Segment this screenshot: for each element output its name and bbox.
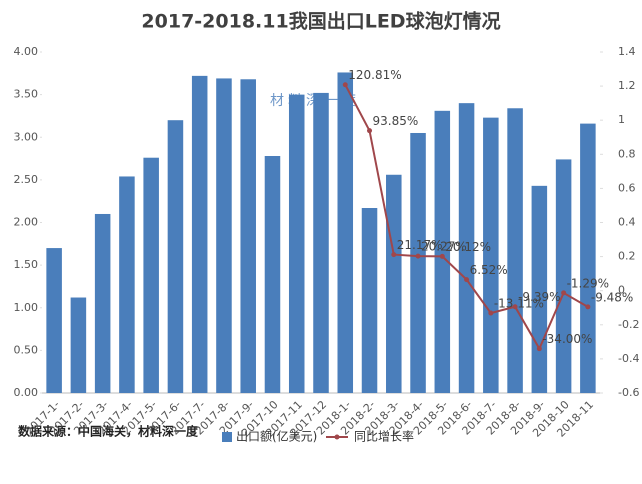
bar	[94, 213, 111, 393]
y2-tick-label: 1.4	[618, 45, 636, 58]
y2-tick-label: 1.2	[618, 79, 636, 92]
line-marker	[488, 310, 494, 316]
y2-tick-label: 0	[618, 284, 625, 297]
data-label: 20.27%	[421, 240, 467, 254]
bar	[70, 297, 87, 393]
bar	[483, 117, 499, 393]
data-label: 120.81%	[348, 68, 401, 82]
bar	[458, 103, 475, 394]
data-label: 20.12%	[445, 240, 491, 254]
bar	[288, 94, 305, 393]
bar	[143, 157, 159, 393]
bar	[216, 78, 232, 394]
y-tick-label: 4.00	[14, 45, 39, 58]
y-tick-label: 0.50	[14, 343, 39, 356]
data-label: -9.39%	[518, 290, 560, 304]
data-label: 93.85%	[373, 114, 419, 128]
y2-tick-label: 0.6	[618, 181, 636, 194]
y2-tick-label: 0.2	[618, 250, 636, 263]
y-tick-label: 2.50	[14, 173, 39, 186]
line-marker	[464, 277, 470, 283]
line-marker	[391, 252, 397, 258]
bar	[361, 208, 378, 393]
y2-tick-label: 1	[618, 113, 625, 126]
data-label: 21.17%	[397, 238, 443, 252]
bar	[337, 72, 354, 394]
line-marker	[367, 128, 373, 134]
bar	[46, 248, 62, 393]
source-note: 数据来源：中国海关，材料深一度	[18, 424, 199, 439]
bar	[313, 92, 329, 394]
line-marker	[536, 346, 542, 352]
y2-tick-label: -0.4	[618, 352, 639, 365]
bar	[264, 156, 281, 393]
data-label: 6.52%	[470, 263, 508, 277]
bar	[167, 120, 184, 393]
line-marker	[561, 290, 567, 296]
line-marker	[585, 304, 591, 310]
bar	[240, 79, 256, 393]
legend-label: 同比增长率	[354, 429, 414, 444]
bar	[410, 132, 426, 394]
bar	[580, 123, 596, 394]
data-label: -9.48%	[591, 290, 633, 304]
bar	[191, 75, 208, 394]
bar	[555, 159, 572, 393]
y2-tick-label: -0.6	[618, 386, 639, 399]
line-marker	[439, 253, 445, 259]
legend-swatch	[334, 434, 340, 440]
bar	[386, 174, 402, 393]
y2-tick-label: 0.8	[618, 147, 636, 160]
y2-tick-label: 0.4	[618, 216, 636, 229]
line-marker	[512, 304, 518, 310]
y-tick-label: 0.00	[14, 386, 39, 399]
legend-label: 出口额(亿美元)	[236, 429, 317, 444]
y-tick-label: 2.00	[14, 216, 39, 229]
bar	[507, 108, 523, 393]
y-tick-label: 3.50	[14, 88, 39, 101]
data-label: -13.11%	[494, 297, 544, 311]
chart-title: 2017-2018.11我国出口LED球泡灯情况	[141, 10, 500, 33]
data-label: -1.29%	[567, 276, 609, 290]
legend-swatch	[222, 432, 232, 442]
y-tick-label: 3.00	[14, 130, 39, 143]
y-tick-label: 1.50	[14, 258, 39, 271]
bar	[434, 110, 451, 393]
data-label: -34.00%	[542, 332, 592, 346]
y-tick-label: 1.00	[14, 301, 39, 314]
line-marker	[415, 253, 421, 259]
y2-tick-label: -0.2	[618, 318, 639, 331]
line-marker	[342, 82, 348, 88]
bar	[119, 176, 135, 393]
